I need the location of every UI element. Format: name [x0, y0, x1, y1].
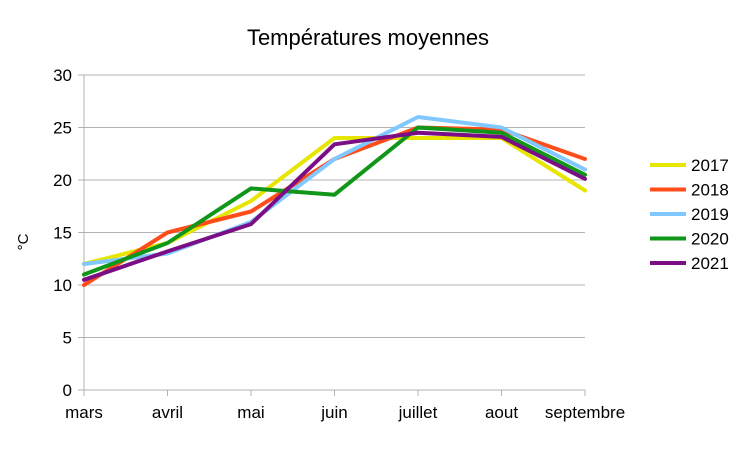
- chart-title: Températures moyennes: [247, 25, 489, 50]
- y-tick-label: 20: [53, 171, 72, 190]
- legend-label-2017: 2017: [691, 156, 729, 175]
- x-tick-label: mars: [65, 403, 103, 422]
- x-tick-label: mai: [237, 403, 264, 422]
- x-tick-label: septembre: [545, 403, 625, 422]
- legend-label-2020: 2020: [691, 230, 729, 249]
- y-axis-label: °C: [15, 233, 32, 250]
- y-tick-label: 5: [63, 329, 72, 348]
- y-tick-label: 0: [63, 381, 72, 400]
- y-tick-label: 30: [53, 66, 72, 85]
- y-tick-labels: 0 5 10 15 20 25 30: [53, 66, 72, 400]
- legend-label-2019: 2019: [691, 205, 729, 224]
- series-line-2018: [82, 125, 587, 287]
- legend-label-2021: 2021: [691, 254, 729, 273]
- series-line-2021: [82, 130, 587, 282]
- series-line-2020: [82, 125, 587, 277]
- series-lines: [82, 115, 587, 287]
- x-tick-label: juin: [320, 403, 347, 422]
- x-tick-label: aout: [485, 403, 518, 422]
- x-tick-labels: mars avril mai juin juillet aout septembre: [65, 403, 625, 422]
- y-tick-label: 25: [53, 119, 72, 138]
- y-tick-label: 10: [53, 276, 72, 295]
- y-tick-label: 15: [53, 224, 72, 243]
- x-tick-label: avril: [152, 403, 183, 422]
- x-tick-label: juillet: [398, 403, 438, 422]
- legend-label-2018: 2018: [691, 181, 729, 200]
- grid-lines: [78, 74, 586, 396]
- legend: 2017 2018 2019 2020 2021: [650, 156, 729, 273]
